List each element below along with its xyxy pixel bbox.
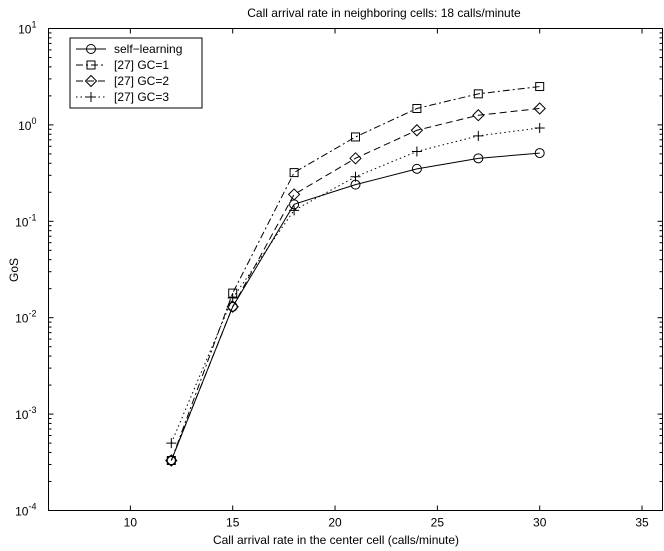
series-line [170, 107, 540, 461]
data-point-square [535, 82, 545, 92]
y-tick-label: 10-1 [15, 212, 36, 229]
data-point-diamond [472, 109, 485, 122]
x-tick-label: 10 [124, 516, 138, 530]
data-point-diamond [287, 188, 301, 201]
x-tick-label: 25 [431, 516, 445, 530]
y-tick-label: 10-3 [15, 405, 36, 422]
data-point-plus [473, 130, 484, 141]
series-plus [166, 122, 545, 449]
legend-item: [27] GC=1 [76, 58, 169, 72]
data-point-circle [473, 153, 484, 164]
data-point-circle [411, 163, 422, 174]
x-tick-label: 35 [635, 516, 649, 530]
data-point-plus [350, 171, 361, 182]
data-point-square [412, 103, 422, 113]
legend-marker-diamond [84, 74, 98, 88]
data-point-plus [534, 122, 545, 133]
plot-area [48, 28, 663, 511]
data-point-square [289, 168, 299, 178]
data-point-diamond [410, 124, 424, 137]
legend-label: [27] GC=1 [114, 58, 169, 72]
y-tick-label: 101 [18, 20, 36, 37]
legend-label: [27] GC=2 [114, 74, 169, 88]
data-point-square [351, 132, 360, 142]
data-point-plus [289, 205, 300, 216]
legend-marker-plus [86, 92, 96, 102]
series-line [170, 86, 540, 461]
y-axis-label: GoS [7, 258, 21, 282]
data-point-plus [227, 293, 238, 304]
y-tick-label: 10-2 [15, 309, 36, 326]
legend-item: [27] GC=2 [76, 74, 169, 88]
data-point-square [166, 456, 176, 466]
data-point-plus [166, 438, 177, 449]
y-tick-label: 10-4 [15, 502, 36, 519]
legend-box [69, 37, 203, 109]
legend-marker-circle [86, 44, 96, 54]
legend-item: self−learning [76, 42, 182, 56]
data-point-diamond [226, 300, 239, 313]
x-tick-label: 15 [226, 516, 240, 530]
legend-label: [27] GC=3 [114, 90, 169, 104]
series-layer [165, 82, 546, 467]
legend-label: self−learning [114, 42, 182, 56]
data-point-diamond [165, 454, 178, 467]
data-point-square [473, 89, 483, 99]
legend-item: [27] GC=3 [76, 90, 169, 104]
data-point-diamond [533, 102, 546, 115]
x-tick-label: 30 [533, 516, 547, 530]
y-tick-label: 100 [18, 116, 36, 133]
legend-marker-square [86, 60, 96, 70]
x-axis-label: Call arrival rate in the center cell (ca… [213, 533, 459, 547]
data-point-plus [411, 146, 422, 157]
data-point-circle [534, 148, 545, 159]
data-point-diamond [349, 152, 362, 165]
series-diamond [165, 102, 546, 467]
x-tick-label: 20 [328, 516, 342, 530]
x-axis: 10 15 20 25 30 35 [124, 28, 649, 530]
y-axis: 10-4 10-3 10-2 10-1 100 101 [15, 20, 663, 519]
chart-title: Call arrival rate in neighboring cells: … [247, 6, 521, 20]
legend: self−learning [27] GC=1 [27] GC=2 [27] GC=3 [69, 37, 203, 109]
